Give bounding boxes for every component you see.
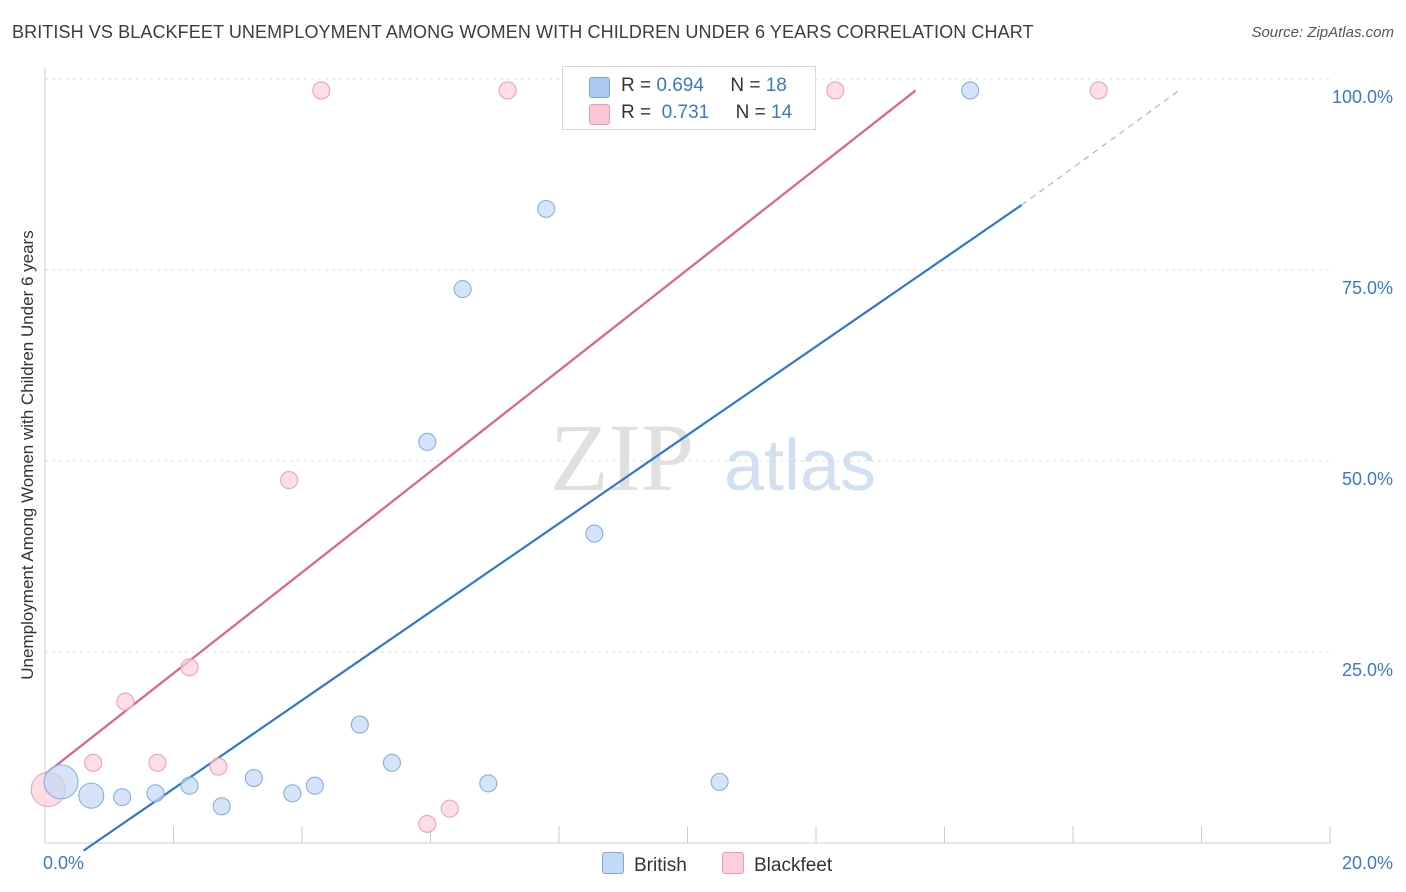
legend-r-value: 0.731 bbox=[661, 102, 710, 123]
y-tick-label: 25.0% bbox=[1342, 660, 1393, 680]
trend-line-british-extension bbox=[1021, 89, 1180, 206]
point-british bbox=[453, 280, 472, 299]
grid-lines bbox=[45, 78, 1330, 653]
legend-n-value: 14 bbox=[771, 102, 793, 123]
bottom-legend-label-british: British bbox=[634, 855, 687, 876]
point-blackfeet bbox=[826, 81, 845, 100]
point-british bbox=[146, 784, 165, 803]
data-points bbox=[30, 81, 1108, 833]
correlation-legend: R = 0.694 N = 18 R = 0.731 N = 14 bbox=[562, 66, 816, 130]
legend-n-label: N = bbox=[730, 75, 761, 96]
watermark: ZIP atlas bbox=[550, 404, 876, 511]
legend-r-label: R = bbox=[621, 102, 652, 123]
point-british bbox=[710, 772, 729, 791]
point-british bbox=[283, 784, 302, 803]
bottom-legend-british: British bbox=[602, 852, 687, 877]
point-british bbox=[350, 715, 369, 734]
point-british bbox=[113, 788, 132, 807]
point-british bbox=[585, 524, 604, 543]
point-blackfeet bbox=[148, 753, 167, 772]
point-british bbox=[43, 764, 79, 800]
legend-swatch-blackfeet bbox=[589, 104, 610, 125]
point-british bbox=[244, 769, 263, 788]
point-british bbox=[382, 753, 402, 772]
trend-line-british bbox=[82, 204, 1023, 852]
legend-r-value: 0.694 bbox=[656, 75, 704, 96]
point-blackfeet bbox=[418, 814, 437, 833]
y-tick-label: 100.0% bbox=[1332, 87, 1393, 107]
point-british bbox=[537, 199, 556, 218]
legend-n-value: 18 bbox=[765, 75, 787, 96]
x-tick-label: 20.0% bbox=[1342, 853, 1393, 873]
point-british bbox=[180, 776, 199, 795]
point-british bbox=[212, 797, 231, 816]
y-tick-label: 50.0% bbox=[1342, 469, 1393, 489]
point-blackfeet bbox=[116, 692, 135, 711]
point-blackfeet bbox=[498, 81, 517, 100]
point-blackfeet bbox=[440, 799, 459, 818]
watermark-atlas: atlas bbox=[724, 426, 876, 506]
point-blackfeet bbox=[84, 753, 103, 772]
point-british bbox=[418, 432, 437, 451]
point-blackfeet bbox=[209, 757, 228, 776]
y-axis-label: Unemployment Among Women with Children U… bbox=[18, 230, 37, 680]
bottom-legend-swatch-british bbox=[602, 852, 624, 874]
legend-n-label: N = bbox=[735, 102, 766, 123]
watermark-zip: ZIP bbox=[550, 404, 694, 511]
point-blackfeet bbox=[1089, 81, 1108, 100]
point-british bbox=[961, 81, 980, 100]
legend-r-label: R = bbox=[621, 75, 652, 96]
y-tick-label: 75.0% bbox=[1342, 278, 1393, 298]
point-blackfeet bbox=[280, 471, 299, 490]
chart-title: BRITISH VS BLACKFEET UNEMPLOYMENT AMONG … bbox=[12, 22, 1034, 42]
legend-swatch-british bbox=[589, 77, 610, 98]
point-blackfeet bbox=[312, 81, 331, 100]
bottom-legend-label-blackfeet: Blackfeet bbox=[754, 855, 833, 876]
point-british bbox=[479, 774, 498, 793]
bottom-legend-swatch-blackfeet bbox=[722, 852, 744, 874]
point-blackfeet bbox=[180, 658, 199, 677]
source-label: Source: ZipAtlas.com bbox=[1251, 24, 1394, 41]
x-tick-label: 0.0% bbox=[43, 853, 84, 873]
point-british bbox=[78, 782, 105, 809]
point-british bbox=[305, 776, 324, 795]
bottom-legend-blackfeet: Blackfeet bbox=[722, 852, 832, 877]
tick-labels: 25.0% 50.0% 75.0% 100.0% 0.0% 20.0% bbox=[43, 87, 1393, 873]
